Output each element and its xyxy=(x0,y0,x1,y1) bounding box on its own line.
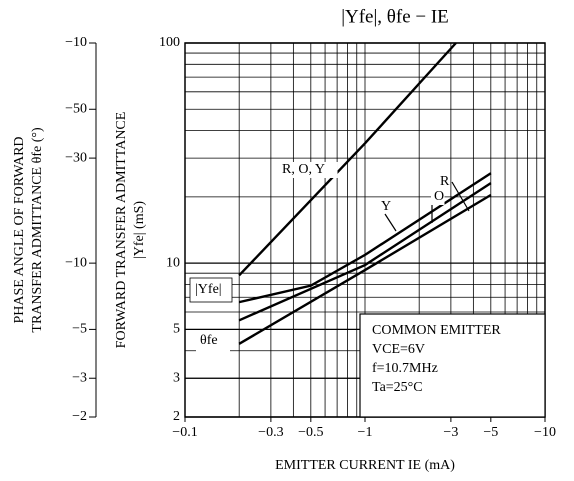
x-tick-label: −3 xyxy=(443,425,458,440)
annotation: |Yfe| xyxy=(195,282,222,297)
label-bg xyxy=(437,174,451,190)
label-bg xyxy=(279,162,338,178)
condition-text: COMMON EMITTER xyxy=(372,323,501,338)
condition-text: Ta=25°C xyxy=(372,380,423,395)
y-axis-label: |Yfe| (mS) xyxy=(132,201,147,259)
label-bg xyxy=(196,330,230,352)
series-line xyxy=(238,182,492,322)
x-tick-label: −5 xyxy=(483,425,498,440)
series-label: R xyxy=(440,174,450,189)
series-line xyxy=(238,193,492,345)
x-tick-label: −10 xyxy=(534,425,556,440)
y-tick-label: 10 xyxy=(166,255,180,270)
x-axis-label: EMITTER CURRENT IE (mA) xyxy=(275,458,455,473)
y2-axis-label: TRANSFER ADMITTANCE θfe (°) xyxy=(30,127,45,333)
label-bg xyxy=(431,189,445,205)
x-tick-label: −0.1 xyxy=(172,425,197,440)
y2-tick-label: −5 xyxy=(72,322,87,337)
label-bg xyxy=(189,277,233,303)
y2-tick-label: −30 xyxy=(65,150,87,165)
series-line xyxy=(238,172,492,304)
y-tick-label: 3 xyxy=(173,370,180,385)
y2-tick-label: −2 xyxy=(72,409,87,424)
label-arrow xyxy=(451,181,470,212)
y2-tick-label: −50 xyxy=(65,101,87,116)
condition-text: f=10.7MHz xyxy=(372,361,438,376)
label-bg xyxy=(378,199,392,215)
x-tick-label: −0.3 xyxy=(258,425,283,440)
series-label: O xyxy=(434,189,444,204)
y-tick-label: 2 xyxy=(173,409,180,424)
x-tick-label: −0.5 xyxy=(298,425,323,440)
conditions-box xyxy=(359,313,546,418)
series-label: R, O, Y xyxy=(282,162,325,177)
y2-tick-label: −3 xyxy=(72,370,87,385)
y-tick-label: 5 xyxy=(173,322,180,337)
x-tick-label: −1 xyxy=(358,425,373,440)
condition-text: VCE=6V xyxy=(372,342,425,357)
chart-title: |Yfe|, θfe − IE xyxy=(341,6,449,27)
series-line xyxy=(238,42,457,277)
y2-axis-label: PHASE ANGLE OF FORWARD xyxy=(12,136,27,323)
annotation: θfe xyxy=(200,333,218,348)
y2-tick-label: −10 xyxy=(65,35,87,50)
y2-tick-label: −10 xyxy=(65,255,87,270)
label-arrow xyxy=(384,213,397,232)
y-axis-label: FORWARD TRANSFER ADMITTANCE xyxy=(114,112,129,349)
y-tick-label: 100 xyxy=(159,35,180,50)
series-label: Y xyxy=(381,199,391,214)
